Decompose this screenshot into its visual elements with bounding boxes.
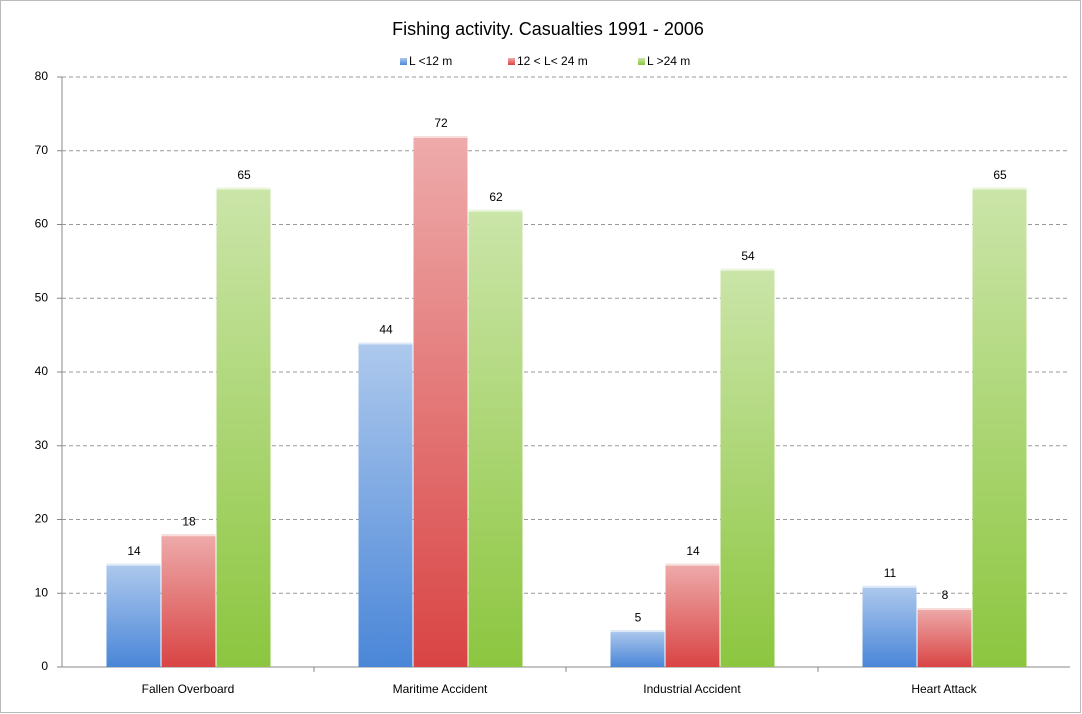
y-tick-label: 10 [35,585,49,599]
legend-swatch [400,58,407,65]
y-tick-label: 30 [35,438,49,452]
data-label: 54 [741,249,755,263]
data-label: 62 [489,190,503,204]
bar [413,136,468,667]
bar-highlight [413,136,468,138]
legend-label: L >24 m [647,54,690,68]
bar-highlight [917,608,972,610]
data-label: 65 [237,168,251,182]
legend-swatch [508,58,515,65]
bar [862,585,917,667]
x-tick-label: Industrial Accident [643,682,741,696]
bar-highlight [216,187,271,190]
bar-highlight [862,585,917,588]
y-tick-label: 20 [35,512,49,526]
bar-highlight [358,342,413,345]
y-tick-label: 80 [35,69,49,83]
x-tick-label: Heart Attack [911,682,977,696]
chart-title: Fishing activity. Casualties 1991 - 2006 [392,19,704,39]
y-tick-label: 40 [35,364,49,378]
data-label: 14 [127,544,141,558]
bar-highlight [972,187,1027,190]
bar [216,187,271,667]
bar [161,534,216,667]
y-tick-label: 50 [35,290,49,304]
x-tick-label: Maritime Accident [393,682,488,696]
bar-highlight [106,563,161,566]
y-tick-label: 0 [41,659,48,673]
legend-label: 12 < L< 24 m [517,54,588,68]
bar [720,268,775,667]
bar-highlight [720,268,775,271]
data-label: 5 [635,610,642,624]
bar [106,563,161,667]
data-label: 72 [434,116,448,130]
bar-highlight [468,209,523,212]
x-tick-label: Fallen Overboard [142,682,235,696]
legend-label: L <12 m [409,54,452,68]
bar-highlight [610,630,665,633]
bar [610,630,665,667]
bar [665,563,720,667]
bar [358,342,413,667]
data-label: 14 [686,544,700,558]
data-label: 18 [182,514,196,528]
bar [972,187,1027,667]
data-label: 11 [884,566,897,580]
bar-highlight [665,563,720,566]
data-label: 8 [942,588,949,602]
bar [917,608,972,667]
y-tick-label: 60 [35,217,49,231]
bar [468,209,523,667]
data-label: 44 [379,323,393,337]
legend-swatch [638,58,645,65]
bar-highlight [161,534,216,537]
data-label: 65 [993,168,1007,182]
y-tick-label: 70 [35,143,49,157]
